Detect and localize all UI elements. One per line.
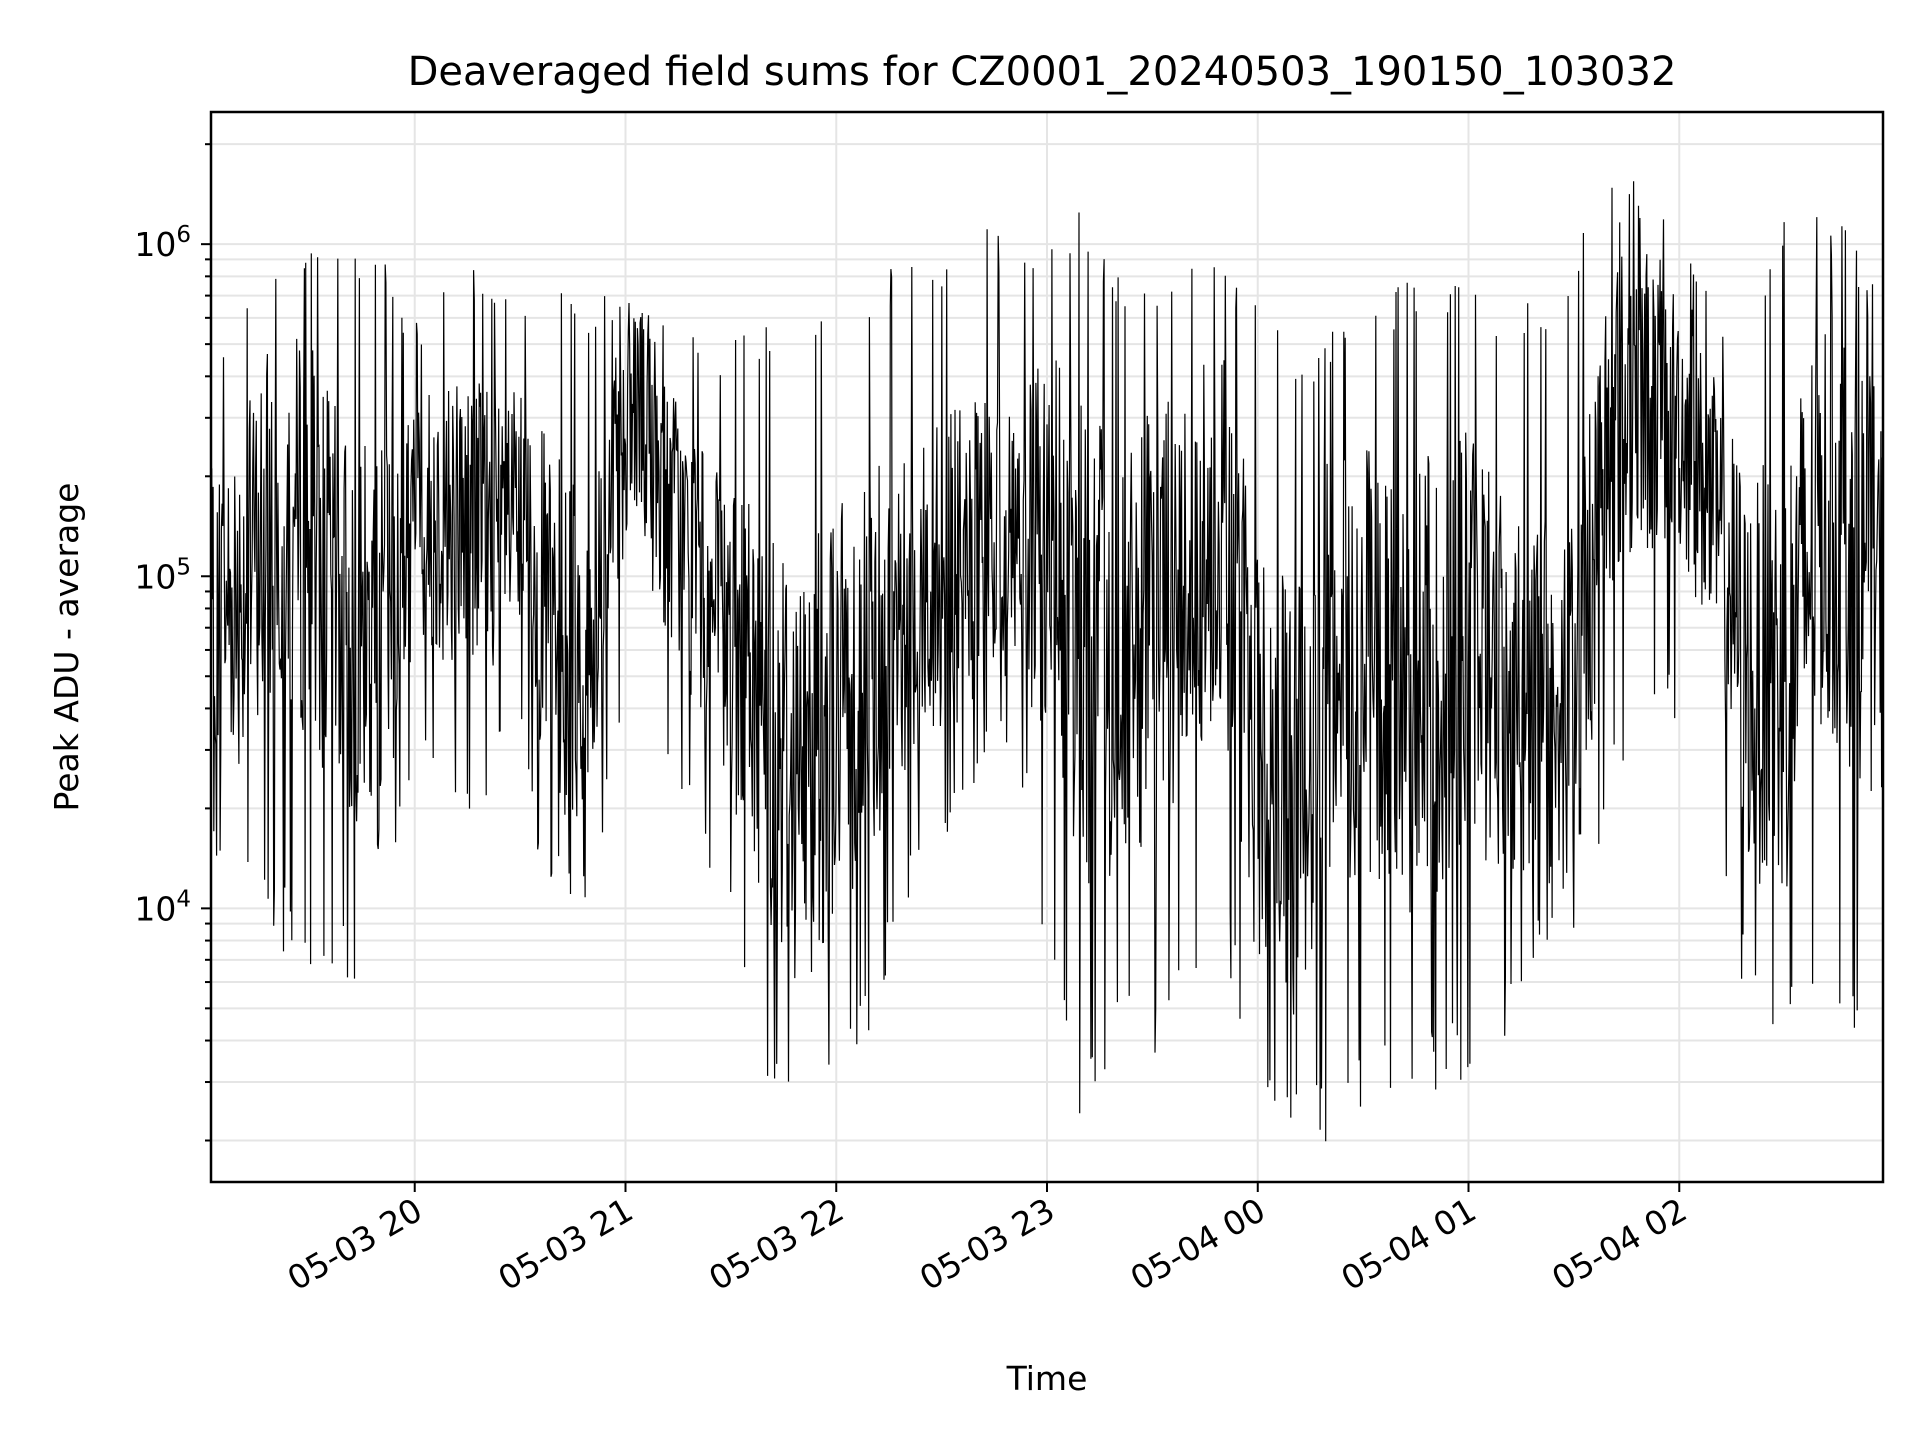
series-path [210, 181, 1884, 1142]
x-tick-label: 05-03 22 [702, 1190, 850, 1298]
x-axis: 05-03 20 05-03 21 05-03 22 05-03 23 05-04 00… [281, 1182, 1693, 1298]
x-axis-label: Time [1006, 1359, 1088, 1398]
x-tick-label: 05-04 02 [1545, 1190, 1693, 1298]
y-tick-label: 105 [134, 554, 191, 596]
x-tick-label: 05-04 01 [1335, 1190, 1483, 1298]
y-tick-label: 104 [134, 886, 191, 928]
x-tick-label: 05-03 23 [913, 1190, 1061, 1298]
x-tick-label: 05-04 00 [1124, 1190, 1272, 1298]
y-axis-label: Peak ADU - average [47, 483, 86, 812]
x-tick-label: 05-03 20 [281, 1190, 429, 1298]
series-line [210, 181, 1884, 1142]
chart-title: Deaveraged field sums for CZ0001_2024050… [408, 49, 1677, 95]
y-tick-label: 106 [134, 222, 191, 264]
x-tick-label: 05-03 21 [491, 1190, 639, 1298]
grid [211, 112, 1883, 1182]
y-axis: 104 105 106 [134, 143, 211, 1142]
